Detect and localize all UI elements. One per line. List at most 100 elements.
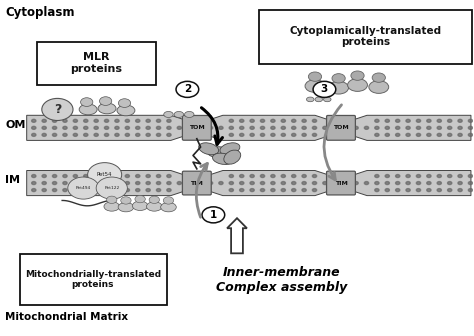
Circle shape	[250, 119, 254, 122]
Circle shape	[416, 188, 420, 192]
Circle shape	[351, 71, 364, 80]
Circle shape	[53, 188, 57, 192]
Circle shape	[146, 174, 150, 177]
Circle shape	[437, 119, 441, 122]
Circle shape	[344, 188, 348, 192]
Text: MLR
proteins: MLR proteins	[70, 52, 122, 74]
Circle shape	[146, 188, 150, 192]
Circle shape	[229, 188, 234, 192]
Circle shape	[32, 126, 36, 129]
Circle shape	[427, 119, 431, 122]
Circle shape	[372, 73, 385, 82]
Circle shape	[42, 126, 46, 129]
Circle shape	[42, 133, 46, 136]
Circle shape	[104, 126, 109, 129]
Circle shape	[42, 98, 73, 121]
Circle shape	[427, 188, 431, 192]
Circle shape	[260, 133, 264, 136]
Circle shape	[302, 126, 306, 129]
Circle shape	[125, 126, 129, 129]
Text: Pet494: Pet494	[76, 186, 91, 190]
Circle shape	[323, 126, 327, 129]
Circle shape	[239, 133, 244, 136]
Circle shape	[163, 197, 173, 204]
Circle shape	[63, 188, 67, 192]
Circle shape	[292, 119, 296, 122]
Text: Cytoplasm: Cytoplasm	[5, 6, 75, 19]
FancyBboxPatch shape	[259, 10, 473, 64]
Circle shape	[354, 181, 358, 184]
Circle shape	[416, 174, 420, 177]
Circle shape	[229, 126, 234, 129]
Circle shape	[239, 174, 244, 177]
Circle shape	[136, 133, 140, 136]
Circle shape	[146, 181, 150, 184]
Circle shape	[416, 119, 420, 122]
Circle shape	[167, 126, 171, 129]
Circle shape	[406, 181, 410, 184]
Circle shape	[63, 119, 67, 122]
Circle shape	[333, 119, 337, 122]
Circle shape	[167, 174, 171, 177]
Circle shape	[437, 133, 441, 136]
Circle shape	[396, 181, 400, 184]
Circle shape	[375, 133, 379, 136]
Circle shape	[219, 126, 223, 129]
Circle shape	[100, 97, 112, 106]
Circle shape	[83, 188, 88, 192]
Circle shape	[229, 133, 234, 136]
Ellipse shape	[132, 201, 148, 210]
Circle shape	[94, 133, 98, 136]
Circle shape	[83, 181, 88, 184]
Circle shape	[167, 181, 171, 184]
Circle shape	[406, 133, 410, 136]
Circle shape	[188, 126, 192, 129]
Circle shape	[188, 174, 192, 177]
Circle shape	[63, 133, 67, 136]
Circle shape	[198, 174, 202, 177]
Circle shape	[32, 133, 36, 136]
Circle shape	[115, 119, 119, 122]
Text: TOM: TOM	[189, 125, 205, 130]
Ellipse shape	[328, 81, 348, 94]
Circle shape	[260, 126, 264, 129]
Circle shape	[176, 81, 199, 97]
Circle shape	[53, 174, 57, 177]
Circle shape	[333, 188, 337, 192]
Circle shape	[312, 133, 317, 136]
Ellipse shape	[347, 79, 367, 91]
Text: IM: IM	[5, 175, 20, 185]
Circle shape	[375, 188, 379, 192]
Circle shape	[146, 126, 150, 129]
Circle shape	[344, 181, 348, 184]
Circle shape	[468, 188, 473, 192]
Circle shape	[149, 196, 159, 204]
Circle shape	[104, 119, 109, 122]
Circle shape	[229, 181, 234, 184]
Circle shape	[344, 133, 348, 136]
Circle shape	[344, 126, 348, 129]
Text: OM: OM	[5, 120, 26, 129]
Circle shape	[354, 126, 358, 129]
Circle shape	[458, 181, 462, 184]
Circle shape	[385, 188, 390, 192]
Text: 3: 3	[321, 84, 328, 94]
Ellipse shape	[369, 81, 389, 93]
Text: Cytoplamically-translated
proteins: Cytoplamically-translated proteins	[290, 26, 442, 47]
Circle shape	[271, 133, 275, 136]
Circle shape	[260, 188, 264, 192]
FancyBboxPatch shape	[182, 139, 211, 172]
Circle shape	[468, 174, 473, 177]
Circle shape	[239, 188, 244, 192]
Circle shape	[260, 174, 264, 177]
Circle shape	[406, 126, 410, 129]
Circle shape	[458, 174, 462, 177]
Circle shape	[156, 174, 161, 177]
Ellipse shape	[212, 153, 233, 164]
Circle shape	[53, 119, 57, 122]
Circle shape	[323, 181, 327, 184]
Circle shape	[437, 188, 441, 192]
Circle shape	[312, 188, 317, 192]
Circle shape	[156, 181, 161, 184]
Circle shape	[302, 188, 306, 192]
